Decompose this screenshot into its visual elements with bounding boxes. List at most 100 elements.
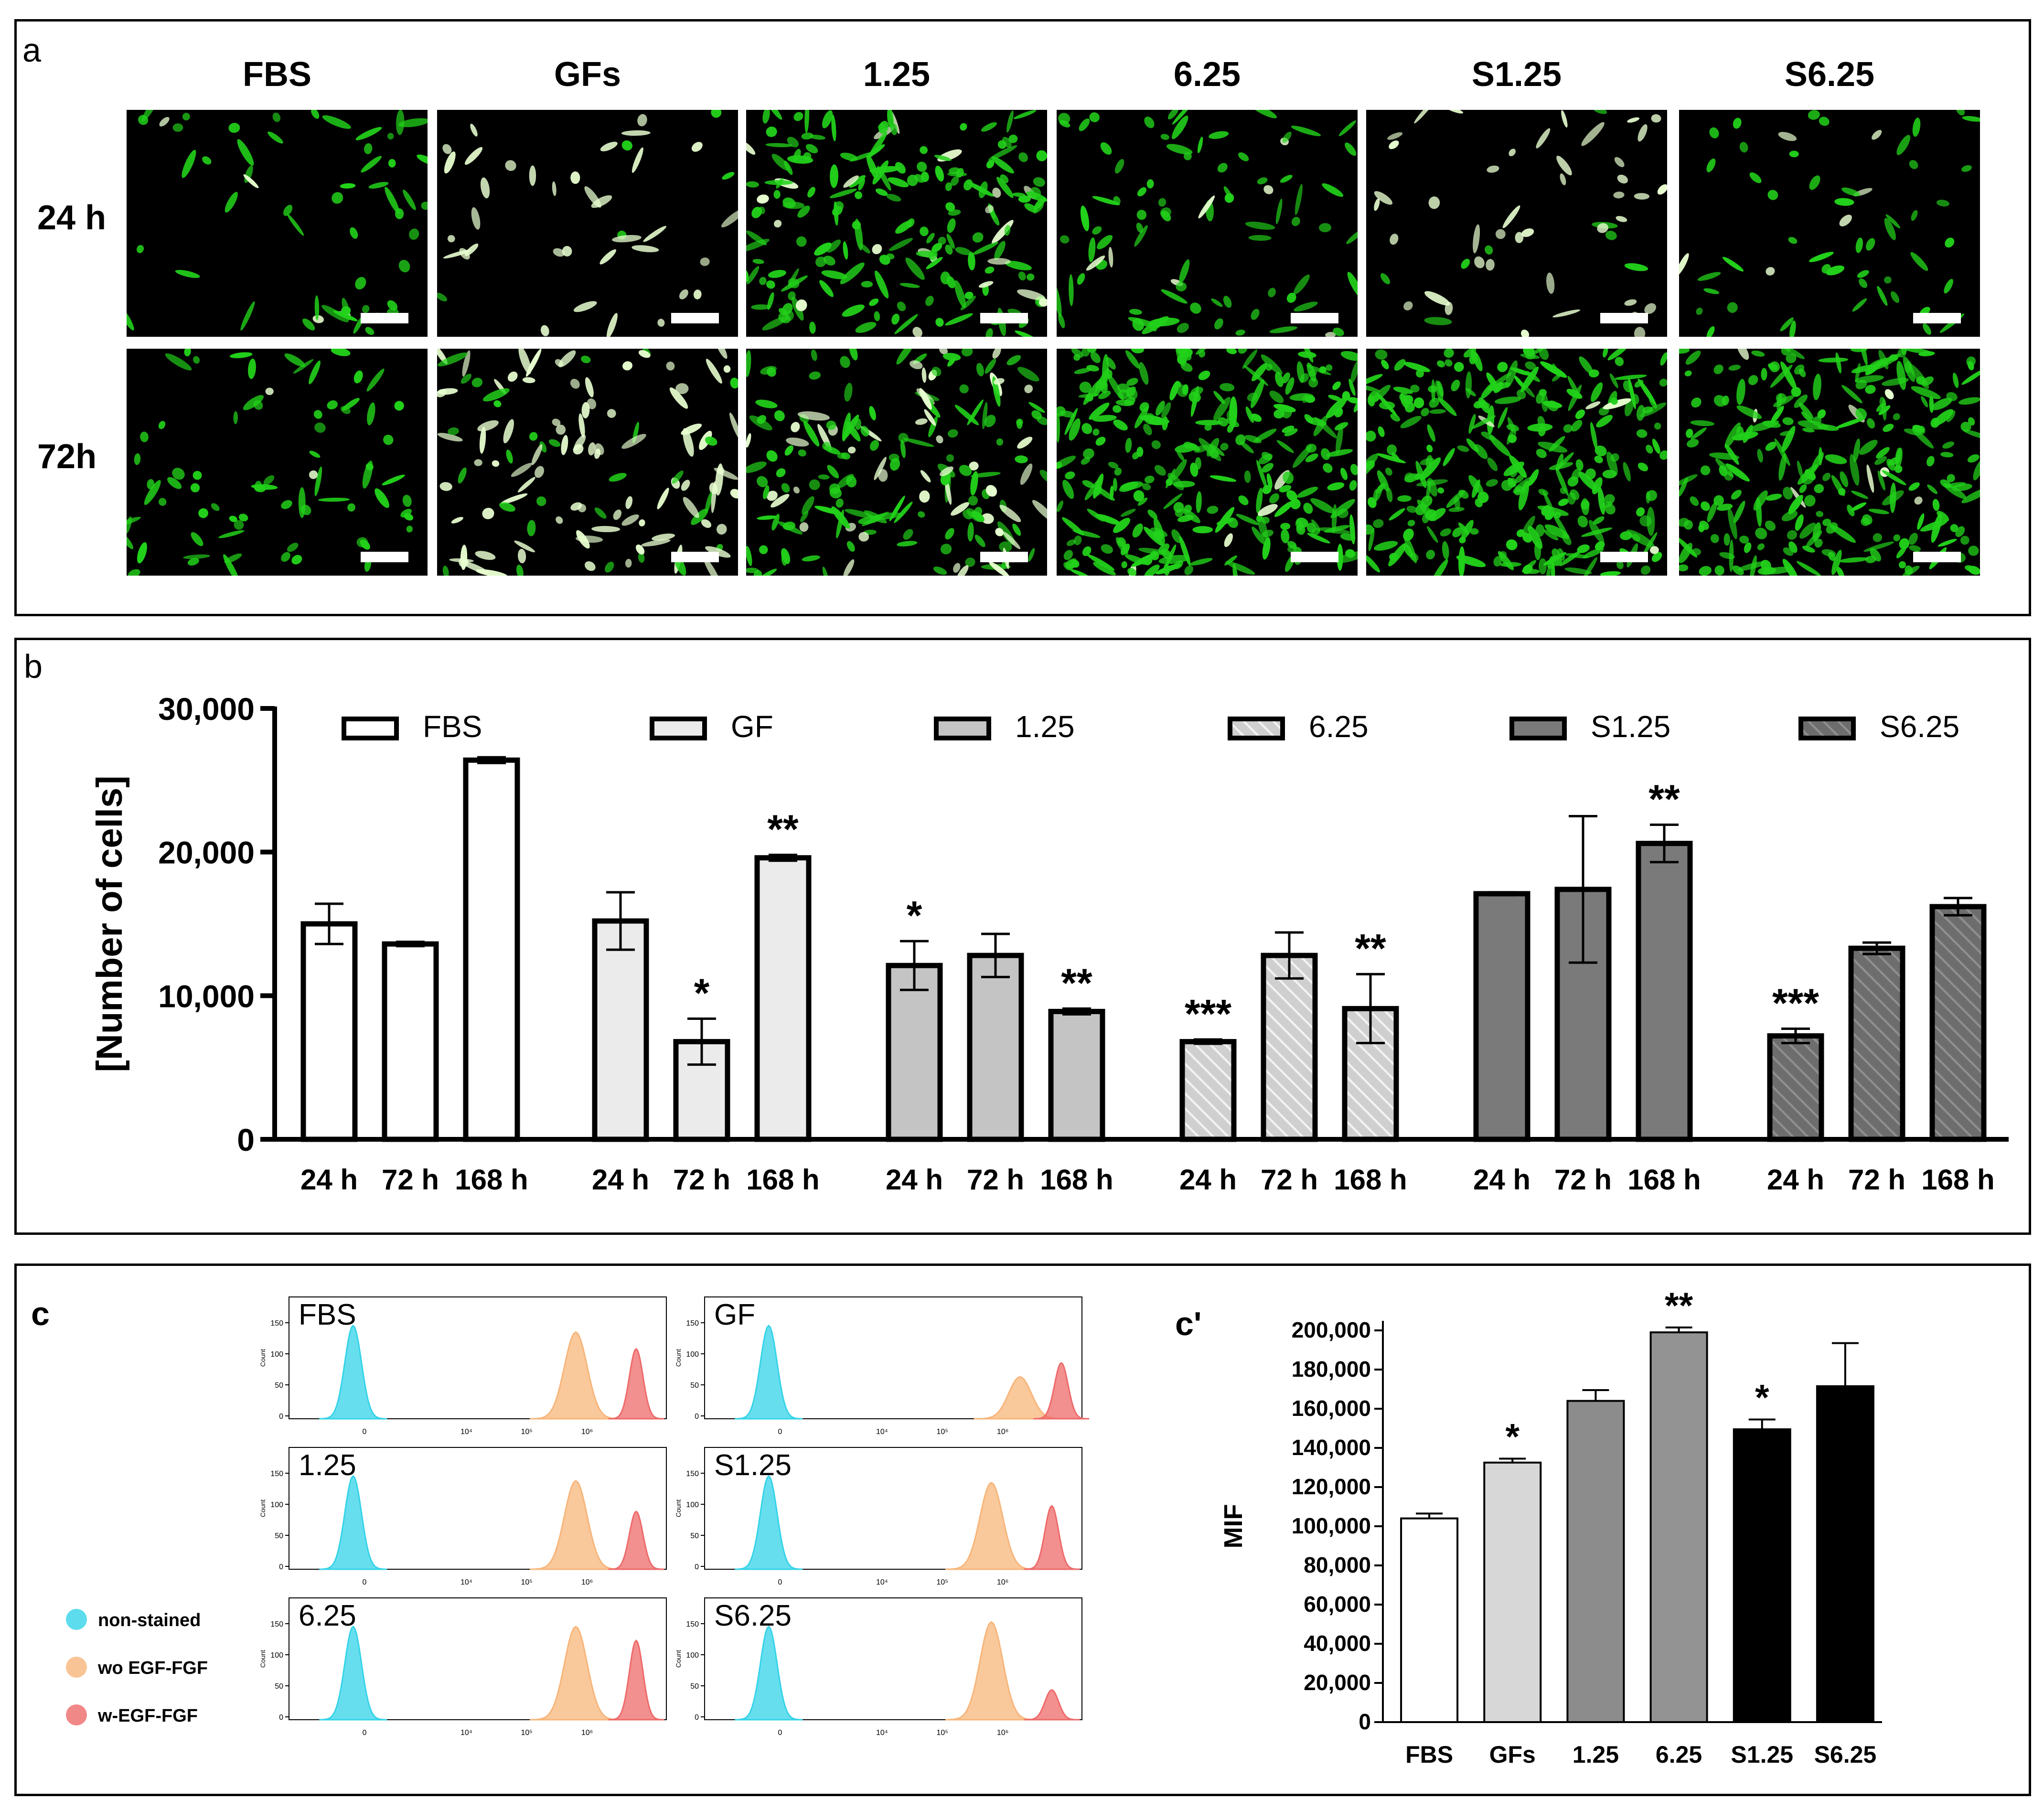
cell-mark bbox=[1724, 422, 1741, 449]
cell-count-bar-chart: 0 10,000 20,000 30,000 [Number of cells] 24 h… bbox=[89, 691, 2009, 1196]
cell-mark bbox=[479, 427, 486, 454]
cell-mark bbox=[361, 156, 382, 173]
cell-mark bbox=[1348, 378, 1356, 396]
cell-mark bbox=[1238, 152, 1249, 161]
cell-mark bbox=[916, 251, 937, 257]
cell-mark bbox=[1017, 289, 1046, 300]
cell-mark bbox=[1706, 326, 1715, 337]
micrograph-tile bbox=[127, 110, 428, 337]
cell-mark bbox=[1851, 502, 1867, 512]
y-tick-label: 50 bbox=[690, 1382, 699, 1390]
cell-mark bbox=[1901, 349, 1907, 355]
cell-mark bbox=[1196, 491, 1202, 513]
cell-mark bbox=[1723, 533, 1730, 546]
cell-mark bbox=[1073, 353, 1081, 361]
cell-mark bbox=[897, 541, 918, 546]
cell-mark bbox=[312, 315, 324, 323]
cell-mark bbox=[1813, 374, 1821, 400]
cell-mark bbox=[1851, 491, 1869, 499]
cell-mark bbox=[613, 509, 622, 520]
cell-mark bbox=[1883, 424, 1894, 432]
cell-mark bbox=[134, 453, 141, 465]
cell-mark bbox=[1950, 524, 1958, 532]
cell-mark bbox=[1817, 409, 1826, 419]
cell-mark bbox=[1945, 237, 1955, 248]
cell-mark bbox=[1248, 235, 1272, 241]
cell-mark bbox=[341, 406, 351, 414]
legend-label: non-stained bbox=[98, 1610, 201, 1630]
micrograph-image bbox=[1057, 349, 1358, 576]
cell-mark bbox=[1420, 458, 1434, 465]
cell-mark bbox=[1947, 410, 1956, 422]
cell-mark bbox=[942, 353, 961, 361]
cell-mark bbox=[666, 361, 675, 371]
cell-mark bbox=[852, 221, 861, 230]
cell-mark bbox=[1602, 470, 1617, 479]
cell-mark bbox=[193, 471, 202, 480]
cell-mark bbox=[1063, 550, 1073, 560]
cell-mark bbox=[1884, 389, 1894, 399]
cell-mark bbox=[1144, 564, 1160, 576]
cell-mark bbox=[1727, 507, 1737, 539]
cell-mark bbox=[1132, 451, 1140, 460]
cell-mark bbox=[1180, 349, 1193, 358]
cell-mark bbox=[1963, 429, 1980, 440]
cell-mark bbox=[910, 360, 923, 369]
x-tick-label: 10⁴ bbox=[460, 1729, 472, 1737]
cell-mark bbox=[1581, 500, 1590, 510]
histogram-curve bbox=[1024, 1689, 1080, 1721]
cell-mark bbox=[746, 433, 751, 448]
cell-mark bbox=[1802, 428, 1815, 433]
cell-mark bbox=[605, 561, 614, 573]
cell-mark bbox=[182, 113, 190, 121]
cell-mark bbox=[757, 194, 769, 204]
cell-mark bbox=[1567, 492, 1576, 505]
cell-mark bbox=[1904, 428, 1922, 436]
cell-mark bbox=[1799, 484, 1807, 493]
cell-mark bbox=[1521, 329, 1530, 337]
cell-mark bbox=[1015, 455, 1028, 463]
cell-mark bbox=[1177, 450, 1185, 461]
cell-mark bbox=[1590, 422, 1597, 450]
cell-mark bbox=[985, 485, 997, 497]
cell-mark bbox=[506, 450, 513, 464]
cell-mark bbox=[990, 210, 1000, 226]
cell-mark bbox=[810, 135, 825, 140]
cell-mark bbox=[1406, 505, 1417, 513]
panel-b-label: b bbox=[24, 648, 43, 685]
cell-mark bbox=[822, 567, 828, 576]
cell-mark bbox=[322, 115, 351, 129]
cell-mark bbox=[1300, 349, 1314, 363]
cell-mark bbox=[1338, 120, 1357, 137]
cell-mark bbox=[1179, 259, 1190, 284]
cell-mark bbox=[1835, 352, 1841, 374]
cell-mark bbox=[1148, 317, 1180, 327]
cell-mark bbox=[1798, 420, 1829, 430]
cell-mark bbox=[871, 512, 903, 520]
cell-mark bbox=[987, 258, 1011, 265]
x-tick-label: 168 h bbox=[1627, 1164, 1701, 1196]
cell-mark bbox=[1137, 187, 1146, 197]
cell-mark bbox=[529, 165, 536, 186]
x-tick-label: 24 h bbox=[300, 1164, 358, 1196]
cell-mark bbox=[516, 564, 524, 576]
cell-mark bbox=[388, 159, 396, 168]
cell-mark bbox=[992, 349, 1001, 359]
cell-mark bbox=[482, 508, 494, 519]
cell-mark bbox=[746, 350, 751, 377]
cell-mark bbox=[781, 275, 808, 292]
cell-mark bbox=[1639, 515, 1652, 527]
cell-mark bbox=[1841, 385, 1862, 404]
cell-mark bbox=[1158, 543, 1170, 554]
cell-mark bbox=[1709, 127, 1719, 139]
cell-mark bbox=[800, 511, 809, 523]
cell-mark bbox=[402, 494, 412, 507]
cell-mark bbox=[1144, 117, 1155, 129]
bar bbox=[300, 921, 358, 1142]
histogram-label: FBS bbox=[299, 1298, 356, 1331]
x-tick-label: 24 h bbox=[1767, 1164, 1824, 1196]
cell-mark bbox=[1250, 110, 1277, 118]
x-tick-label: 1.25 bbox=[1573, 1741, 1619, 1768]
cell-mark bbox=[834, 201, 839, 226]
cell-mark bbox=[283, 204, 293, 216]
